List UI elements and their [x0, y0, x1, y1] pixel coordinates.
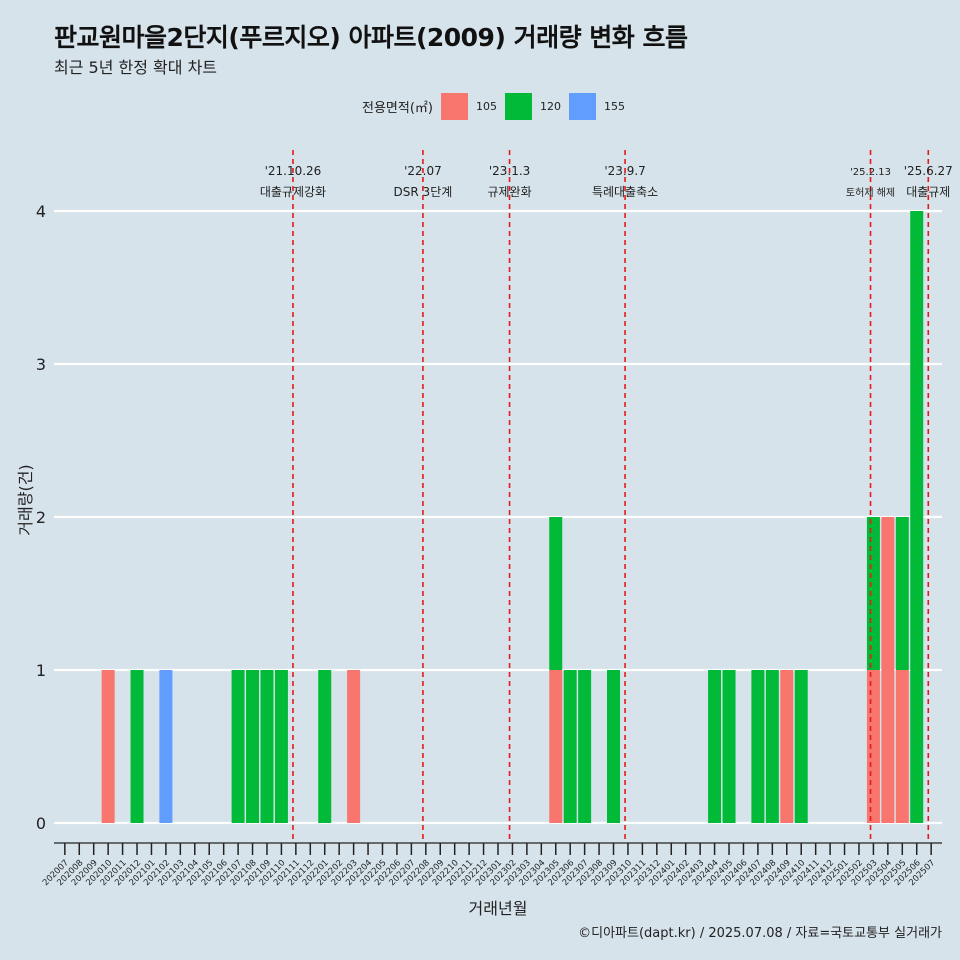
event-date-label: '22.07 [404, 164, 442, 178]
event-name-label: DSR 3단계 [394, 185, 453, 199]
bar-105 [780, 670, 794, 823]
chart-title: 판교원마을2단지(푸르지오) 아파트(2009) 거래량 변화 흐름 [54, 23, 688, 52]
legend-swatch-120 [504, 93, 532, 120]
bar-105 [881, 517, 895, 823]
bar-120 [130, 670, 144, 823]
bar-120 [231, 670, 245, 823]
caption: ©디아파트(dapt.kr) / 2025.07.08 / 자료=국토교통부 실… [578, 926, 942, 941]
chart-subtitle: 최근 5년 한정 확대 차트 [54, 58, 218, 77]
event-date-label: '21.10.26 [265, 164, 322, 178]
bar-105 [549, 670, 563, 823]
bar-120 [549, 517, 563, 670]
event-date-label: '23.9.7 [604, 164, 645, 178]
event-name-label: 대출규제 [906, 185, 950, 199]
bar-105 [347, 670, 361, 823]
legend-item-155: 155 [568, 93, 625, 120]
bar-105 [101, 670, 115, 823]
legend-swatch-105 [440, 93, 468, 120]
bar-120 [751, 670, 765, 823]
x-axis-title: 거래년월 [469, 899, 528, 918]
bar-120 [578, 670, 592, 823]
event-name-label: 특례대출축소 [592, 185, 658, 199]
bar-120 [794, 670, 808, 823]
bar-105 [895, 670, 909, 823]
bar-120 [246, 670, 260, 823]
bar-105 [866, 670, 880, 823]
bar-120 [274, 670, 288, 823]
legend-label-155: 155 [603, 100, 625, 113]
event-name-label: 토허제 해제 [846, 186, 895, 199]
legend-item-105: 105 [440, 93, 497, 120]
bar-120 [895, 517, 909, 670]
bar-155 [159, 670, 173, 823]
bar-120 [563, 670, 577, 823]
bar-120 [260, 670, 274, 823]
y-tick-label: 3 [36, 355, 46, 374]
bar-120 [765, 670, 779, 823]
y-tick-label: 4 [36, 202, 46, 221]
event-date-label: '25.2.13 [850, 167, 891, 178]
bar-120 [318, 670, 332, 823]
legend: 전용면적(㎡) 105 120 155 [362, 93, 633, 120]
legend-title: 전용면적(㎡) [362, 101, 433, 116]
event-date-label: '23.1.3 [489, 164, 530, 178]
event-name-label: 규제완화 [487, 185, 531, 199]
legend-label-120: 120 [539, 100, 561, 113]
legend-swatch-155 [568, 93, 596, 120]
event-date-label: '25.6.27 [904, 164, 953, 178]
bar-120 [607, 670, 621, 823]
y-tick-label: 1 [36, 661, 46, 680]
bar-120 [866, 517, 880, 670]
event-name-label: 대출규제강화 [260, 185, 326, 199]
legend-item-120: 120 [504, 93, 561, 120]
y-axis-title: 거래량(건) [16, 464, 35, 535]
bar-120 [910, 211, 924, 823]
bar-120 [708, 670, 722, 823]
bar-120 [722, 670, 736, 823]
legend-label-105: 105 [475, 100, 497, 113]
y-tick-label: 2 [36, 508, 46, 527]
y-tick-label: 0 [36, 814, 46, 833]
